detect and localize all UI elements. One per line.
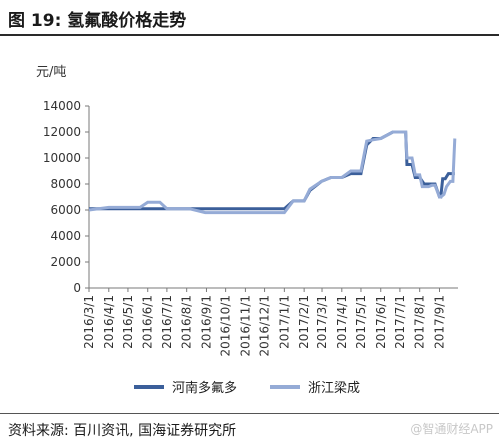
title-divider [0,34,499,36]
x-tick-label: 2016/4/1 [102,295,116,349]
y-tick-label: 2000 [50,255,81,269]
figure-title: 图 19: 氢氟酸价格走势 [8,11,187,31]
x-tick-label: 2017/8/1 [413,295,427,349]
legend: 河南多氟多 浙江梁成 [134,380,360,396]
chart-axes [88,106,458,289]
y-axis-ticks: 0 2000 4000 6000 8000 10000 12000 14000 [43,99,89,295]
y-tick-label: 12000 [43,125,81,139]
x-tick-label: 2017/5/1 [354,295,368,349]
y-tick-label: 8000 [50,177,81,191]
x-tick-label: 2016/7/1 [160,295,174,349]
source-note: 资料来源: 百川资讯, 国海证券研究所 [8,423,237,439]
y-tick-label: 6000 [50,203,81,217]
series-line-1 [89,130,455,211]
x-tick-label: 2017/7/1 [393,295,407,349]
x-tick-label: 2017/2/1 [297,295,311,349]
legend-label-1: 河南多氟多 [172,380,237,396]
x-tick-label: 2016/6/1 [141,295,155,349]
x-tick-label: 2017/6/1 [374,295,388,349]
y-unit-label: 元/吨 [36,65,66,80]
series-lines [88,130,457,215]
x-tick-label: 2016/10/1 [219,295,233,357]
watermark: @智通财经APP [410,422,493,436]
x-tick-label: 2016/8/1 [180,295,194,349]
x-tick-label: 2017/4/1 [335,295,349,349]
series-line-2 [88,130,457,215]
x-tick-label: 2016/9/1 [199,295,213,349]
x-tick-label: 2016/11/1 [238,295,252,357]
x-tick-label: 2017/1/1 [277,295,291,349]
x-tick-label: 2016/5/1 [121,295,135,349]
x-tick-label: 2017/9/1 [432,295,446,349]
y-tick-label: 14000 [43,99,81,113]
x-tick-label: 2016/12/1 [258,295,272,357]
y-tick-label: 0 [73,281,81,295]
x-tick-label: 2016/3/1 [82,295,96,349]
y-tick-label: 10000 [43,151,81,165]
y-tick-label: 4000 [50,229,81,243]
source-divider [0,413,499,414]
x-tick-label: 2017/3/1 [315,295,329,349]
x-axis-ticks: 2016/3/1 2016/4/1 2016/5/1 2016/6/1 2016/7/1… [82,288,446,357]
legend-label-2: 浙江梁成 [308,381,360,396]
